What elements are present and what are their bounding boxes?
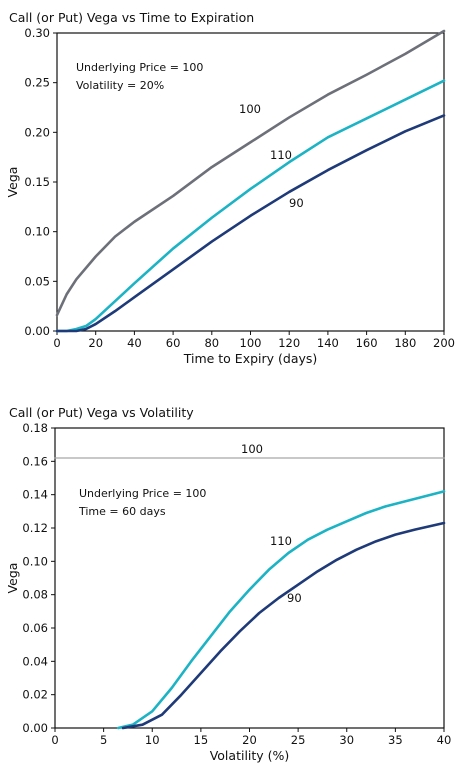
series-label-110: 110 [270, 534, 292, 548]
annotation-underlying-price: Underlying Price = 100 [79, 487, 206, 500]
y-tick-label: 0.25 [24, 76, 50, 90]
x-tick-label: 160 [356, 336, 378, 350]
x-tick-label: 35 [388, 733, 403, 747]
y-tick-label: 0.20 [24, 125, 50, 139]
x-tick-label: 0 [51, 733, 58, 747]
x-tick-label: 40 [127, 336, 142, 350]
y-tick-label: 0.10 [22, 554, 48, 568]
chart-title: Call (or Put) Vega vs Volatility [9, 405, 194, 420]
plot-area [56, 32, 445, 332]
x-tick-label: 40 [437, 733, 452, 747]
x-tick-label: 0 [53, 336, 60, 350]
y-tick-label: 0.10 [24, 225, 50, 239]
x-tick-label: 180 [394, 336, 416, 350]
x-tick-label: 25 [291, 733, 306, 747]
y-tick-label: 0.08 [22, 588, 48, 602]
y-tick-label: 0.15 [24, 175, 50, 189]
y-tick-label: 0.05 [24, 274, 50, 288]
x-tick-label: 100 [240, 336, 262, 350]
chart-marks: 0 5 10 15 20 25 30 35 40 0.00 0.02 0.04 0.06 0.08 0.10… [22, 421, 451, 747]
series-label-100: 100 [241, 442, 263, 456]
x-tick-label: 15 [194, 733, 209, 747]
y-tick-label: 0.00 [24, 324, 50, 338]
y-axis-label: Vega [5, 167, 20, 198]
x-tick-label: 30 [339, 733, 354, 747]
x-axis-label: Volatility (%) [210, 748, 290, 763]
x-tick-label: 200 [433, 336, 455, 350]
series-label-90: 90 [289, 196, 304, 210]
x-tick-label: 60 [166, 336, 181, 350]
series-line-110 [55, 79, 446, 333]
y-tick-label: 0.06 [22, 621, 48, 635]
y-tick-label: 0.16 [22, 454, 48, 468]
y-tick-label: 0.14 [22, 488, 48, 502]
series-line-100 [55, 29, 446, 317]
series-label-100: 100 [239, 102, 261, 116]
plot-frame [56, 32, 445, 332]
x-tick-label: 20 [242, 733, 257, 747]
plot-frame [54, 427, 445, 729]
series-label-90: 90 [287, 591, 302, 605]
annotation-underlying-price: Underlying Price = 100 [76, 61, 203, 74]
series-label-110: 110 [270, 148, 292, 162]
x-tick-label: 5 [100, 733, 107, 747]
y-axis-label: Vega [5, 563, 20, 594]
series-line-90 [121, 521, 446, 730]
y-tick-label: 0.04 [22, 654, 48, 668]
annotation-volatility: Volatility = 20% [76, 79, 164, 92]
x-tick-label: 120 [278, 336, 300, 350]
annotation-time: Time = 60 days [78, 505, 166, 518]
y-tick-label: 0.02 [22, 688, 48, 702]
series-line-90 [55, 114, 446, 333]
x-tick-label: 80 [204, 336, 219, 350]
y-tick-label: 0.18 [22, 421, 48, 435]
plot-area [54, 427, 445, 729]
x-tick-label: 10 [145, 733, 160, 747]
chart-title: Call (or Put) Vega vs Time to Expiration [9, 10, 254, 25]
chart-vega-vs-volatility: Call (or Put) Vega vs Volatility 0 5 10 15 2… [5, 405, 451, 763]
y-tick-label: 0.30 [24, 26, 50, 40]
x-tick-label: 20 [88, 336, 103, 350]
y-tick-label: 0.00 [22, 721, 48, 735]
x-tick-label: 140 [317, 336, 339, 350]
chart-vega-vs-time: Call (or Put) Vega vs Time to Expiration… [5, 10, 455, 366]
series-line-110 [116, 490, 446, 730]
y-tick-label: 0.12 [22, 521, 48, 535]
chart-marks: 0 20 40 60 80 100 120 140 160 180 200 0.00 0.05 0.10 0… [24, 26, 455, 350]
x-axis-label: Time to Expiry (days) [183, 351, 318, 366]
